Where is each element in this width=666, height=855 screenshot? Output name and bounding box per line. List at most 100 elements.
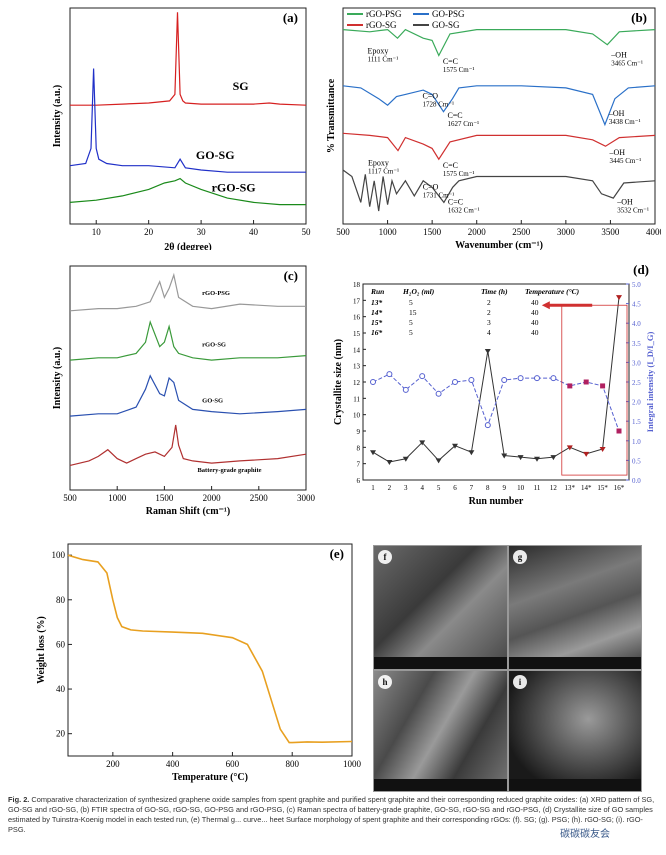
data-point-intensity <box>567 383 573 389</box>
data-point-intensity <box>583 379 589 385</box>
arrow-head <box>541 301 550 310</box>
x-tick-label: 4000 <box>646 227 661 237</box>
legend-label: GO-PSG <box>432 9 465 19</box>
series-line-rgo-sg <box>69 177 306 206</box>
data-point-intensity <box>386 371 393 378</box>
sem-image-f: f <box>373 545 508 670</box>
sem-info-bar <box>374 779 507 791</box>
y-axis-title: Crystallite size (nm) <box>333 339 344 425</box>
data-point-crystallite <box>484 348 491 354</box>
x-tick-label: 50 <box>302 227 312 237</box>
data-point-intensity <box>600 383 606 389</box>
y-tick-label: 17 <box>353 297 361 305</box>
y-tick-label: 12 <box>353 379 361 387</box>
series-line <box>69 319 307 361</box>
panel-label: (a) <box>283 10 298 25</box>
chart-d: (d)67891011121314151617180.00.51.01.52.0… <box>333 262 655 507</box>
table-cell: 40 <box>531 328 539 337</box>
y-right-tick-label: 4.0 <box>632 320 641 328</box>
data-point-intensity <box>452 379 458 385</box>
annotation-value: 1575 Cm⁻¹ <box>443 66 475 74</box>
x-tick-label: 4 <box>420 484 424 492</box>
annotation-value: 3438 Cm⁻¹ <box>609 118 641 126</box>
plot-frame <box>69 7 307 225</box>
panel-label: (b) <box>631 10 647 25</box>
y-right-axis-title: Integral intensity (I_D/I_G) <box>645 332 655 433</box>
data-point-intensity <box>517 375 524 382</box>
annotation-label: C=C <box>443 57 458 66</box>
y-tick-label: 13 <box>353 363 361 371</box>
data-point-crystallite <box>534 456 540 462</box>
plot-frame <box>67 543 353 757</box>
x-tick-label: 30 <box>197 227 207 237</box>
series-line-weight-loss <box>67 554 353 744</box>
annotation-label: –OH <box>616 198 633 207</box>
series-label: GO-SG <box>202 398 223 405</box>
series-label: rGO-SG <box>212 181 256 195</box>
table-header: Run <box>370 287 384 296</box>
y-tick-label: 100 <box>52 550 66 560</box>
y-tick-label: 60 <box>56 639 66 649</box>
x-tick-label: 10 <box>517 484 525 492</box>
legend-label: GO-SG <box>432 20 460 30</box>
plot-frame <box>69 265 307 491</box>
x-tick-label: 800 <box>285 759 299 769</box>
y-tick-label: 14 <box>353 346 361 354</box>
x-tick-label: 1500 <box>155 493 174 503</box>
sem-info-bar <box>509 657 641 669</box>
x-tick-label: 12 <box>550 484 558 492</box>
sem-info-bar <box>509 779 641 791</box>
y-right-tick-label: 3.0 <box>632 359 641 367</box>
table-cell: 5 <box>409 298 413 307</box>
caption-text: Comparative characterization of synthesi… <box>8 795 655 834</box>
table-header: H₂O₂ (ml) <box>402 287 435 296</box>
x-tick-label: 1 <box>371 484 375 492</box>
series-line-intensity <box>372 373 620 432</box>
y-tick-label: 40 <box>56 684 66 694</box>
data-point-intensity <box>402 386 409 393</box>
annotation-value: 3445 Cm⁻¹ <box>610 157 642 165</box>
x-tick-label: 13* <box>565 484 576 492</box>
table-cell: 15 <box>409 308 417 317</box>
y-axis-title: Weight loss (%) <box>36 616 47 684</box>
y-right-tick-label: 0.0 <box>632 477 641 485</box>
highlight-box <box>561 304 628 476</box>
annotation-value: 1728 Cm⁻¹ <box>422 101 454 109</box>
sem-image-i: i <box>508 670 642 792</box>
x-tick-label: 3000 <box>557 227 576 237</box>
annotation-value: 1627 Cm⁻¹ <box>447 120 479 128</box>
table-cell: 15* <box>371 318 383 327</box>
x-tick-label: 15* <box>597 484 608 492</box>
x-tick-label: 3000 <box>297 493 316 503</box>
data-point-intensity <box>419 373 426 380</box>
x-tick-label: 1000 <box>343 759 362 769</box>
x-tick-label: 2500 <box>512 227 531 237</box>
series-line <box>69 424 307 466</box>
chart-b: (b) 500 1000 1500 2000 2500 3000 3500 4000 rGO-PS… <box>326 7 661 250</box>
sem-label-f: f <box>378 550 392 564</box>
x-axis-title: Wavenumber (cm⁻¹) <box>455 240 543 250</box>
series-line-go-sg <box>342 169 656 212</box>
series-line-rgo-sg <box>342 132 656 161</box>
data-point-intensity <box>370 379 376 385</box>
series-line-rgo-psg <box>342 28 656 57</box>
sem-label-g: g <box>513 550 527 564</box>
data-point-intensity <box>616 428 622 434</box>
chart-c: (c) 500 1000 1500 2000 2500 3000 rGO-PSG rGO-SG G… <box>52 265 316 517</box>
y-right-tick-label: 1.5 <box>632 418 641 426</box>
table-cell: 5 <box>409 318 413 327</box>
data-point-crystallite <box>370 450 376 456</box>
x-tick-label: 16* <box>614 484 625 492</box>
data-point-intensity <box>550 375 557 382</box>
panel-label: (c) <box>284 268 298 283</box>
series-label: SG <box>233 79 249 93</box>
data-point-crystallite <box>402 456 409 462</box>
x-tick-label: 1000 <box>108 493 127 503</box>
data-point-intensity <box>468 377 475 384</box>
table-header: Time (h) <box>481 287 508 296</box>
x-tick-label: 5 <box>437 484 441 492</box>
annotation-value: 1632 Cm⁻¹ <box>448 207 480 215</box>
caption-lead: Fig. 2. <box>8 795 30 804</box>
x-tick-label: 10 <box>92 227 102 237</box>
annotation-label: –OH <box>610 51 627 60</box>
